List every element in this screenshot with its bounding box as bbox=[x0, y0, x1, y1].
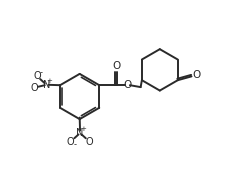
Text: O: O bbox=[34, 71, 41, 81]
Text: N: N bbox=[43, 80, 50, 90]
Text: +: + bbox=[80, 126, 86, 132]
Text: -: - bbox=[40, 68, 43, 77]
Text: O: O bbox=[123, 80, 132, 90]
Text: N: N bbox=[76, 128, 84, 138]
Text: -: - bbox=[73, 140, 76, 149]
Text: O: O bbox=[31, 83, 38, 93]
Text: O: O bbox=[85, 137, 93, 147]
Text: O: O bbox=[193, 70, 201, 80]
Text: O: O bbox=[112, 61, 120, 71]
Text: O: O bbox=[67, 137, 74, 147]
Text: +: + bbox=[46, 78, 52, 84]
